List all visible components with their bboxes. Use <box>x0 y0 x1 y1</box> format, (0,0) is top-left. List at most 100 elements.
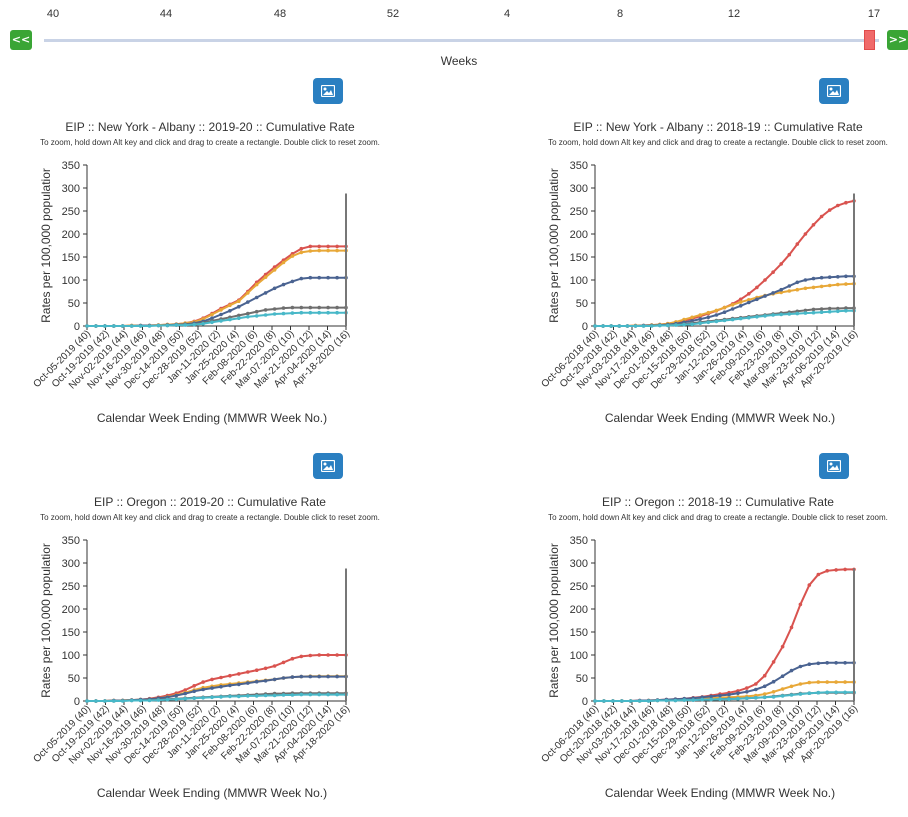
data-point <box>755 315 759 319</box>
data-point <box>237 694 241 699</box>
data-point <box>210 677 214 682</box>
data-point <box>666 323 670 328</box>
y-tick-label: 250 <box>570 206 588 218</box>
data-point <box>290 311 295 315</box>
data-point <box>718 693 722 698</box>
data-point <box>290 254 295 258</box>
data-point <box>85 699 89 703</box>
data-point <box>816 572 821 577</box>
data-point <box>103 699 107 703</box>
data-point <box>156 323 161 328</box>
export-image-button[interactable] <box>313 78 343 104</box>
data-point <box>290 279 295 284</box>
data-point <box>85 324 89 328</box>
data-point <box>237 313 241 318</box>
data-point <box>798 602 803 607</box>
data-point <box>246 670 250 674</box>
data-point <box>843 661 847 665</box>
data-point <box>779 312 783 317</box>
data-point <box>811 223 816 227</box>
slider-track[interactable] <box>44 39 879 42</box>
data-point <box>281 311 286 316</box>
y-tick-label: 200 <box>570 604 588 616</box>
data-point <box>237 304 241 309</box>
next-week-button[interactable]: >> <box>887 30 908 50</box>
data-point <box>771 313 775 317</box>
data-point <box>281 693 286 697</box>
data-point <box>798 682 803 686</box>
y-tick-label: 350 <box>62 535 80 547</box>
data-point <box>165 323 170 328</box>
data-point <box>819 214 824 219</box>
data-point <box>827 208 832 212</box>
data-point <box>789 668 794 673</box>
data-point <box>834 680 838 684</box>
data-point <box>771 690 776 694</box>
data-point <box>201 696 205 700</box>
export-image-button[interactable] <box>819 78 849 104</box>
data-point <box>803 278 808 282</box>
slider-tick-label: 40 <box>46 8 60 20</box>
data-point <box>747 300 751 305</box>
data-point <box>192 689 196 694</box>
data-point <box>795 287 800 292</box>
data-point <box>281 260 286 265</box>
data-point <box>709 694 713 699</box>
data-point <box>263 291 268 295</box>
data-point <box>827 309 832 314</box>
data-point <box>317 275 322 280</box>
data-point <box>335 248 339 253</box>
data-point <box>219 684 223 689</box>
data-point <box>637 699 642 703</box>
export-image-button[interactable] <box>313 453 343 479</box>
data-point <box>730 303 735 307</box>
data-point <box>714 319 719 324</box>
zoom-hint: To zoom, hold down Alt key and click and… <box>548 138 888 147</box>
data-point <box>272 312 277 316</box>
zoom-hint: To zoom, hold down Alt key and click and… <box>40 138 380 147</box>
data-point <box>326 310 330 315</box>
data-point <box>738 297 743 302</box>
data-point <box>771 270 775 274</box>
data-point <box>807 583 812 587</box>
data-point <box>780 644 785 649</box>
data-point <box>738 316 743 321</box>
data-point <box>263 666 268 671</box>
y-tick-label: 300 <box>62 183 80 195</box>
slider-handle[interactable] <box>864 30 875 50</box>
data-point <box>836 275 840 279</box>
series-line <box>87 693 346 702</box>
data-point <box>192 684 196 688</box>
chart-title: EIP :: Oregon :: 2019-20 :: Cumulative R… <box>94 495 326 509</box>
data-point <box>192 322 196 327</box>
data-point <box>272 286 277 291</box>
data-point <box>246 300 250 304</box>
data-point <box>228 694 232 699</box>
data-point <box>698 321 702 325</box>
data-point <box>237 682 241 687</box>
prev-week-button[interactable]: << <box>10 30 32 50</box>
data-point <box>745 690 749 694</box>
y-axis-title: Rates per 100,000 populatior <box>547 543 561 698</box>
data-point <box>210 695 214 700</box>
y-tick-label: 350 <box>570 160 588 172</box>
chart-title: EIP :: New York - Albany :: 2018-19 :: C… <box>573 120 863 134</box>
image-icon <box>827 460 841 472</box>
data-point <box>718 697 722 701</box>
slider-tick-label: 44 <box>159 8 173 20</box>
data-point <box>754 696 758 700</box>
data-point <box>811 276 816 281</box>
data-point <box>219 312 223 317</box>
data-point <box>633 324 638 328</box>
data-point <box>730 307 735 311</box>
data-point <box>844 200 848 205</box>
data-point <box>628 699 633 703</box>
data-point <box>147 698 152 703</box>
data-point <box>706 320 711 325</box>
export-image-button[interactable] <box>819 453 849 479</box>
slider-tick-label: 17 <box>867 8 881 20</box>
